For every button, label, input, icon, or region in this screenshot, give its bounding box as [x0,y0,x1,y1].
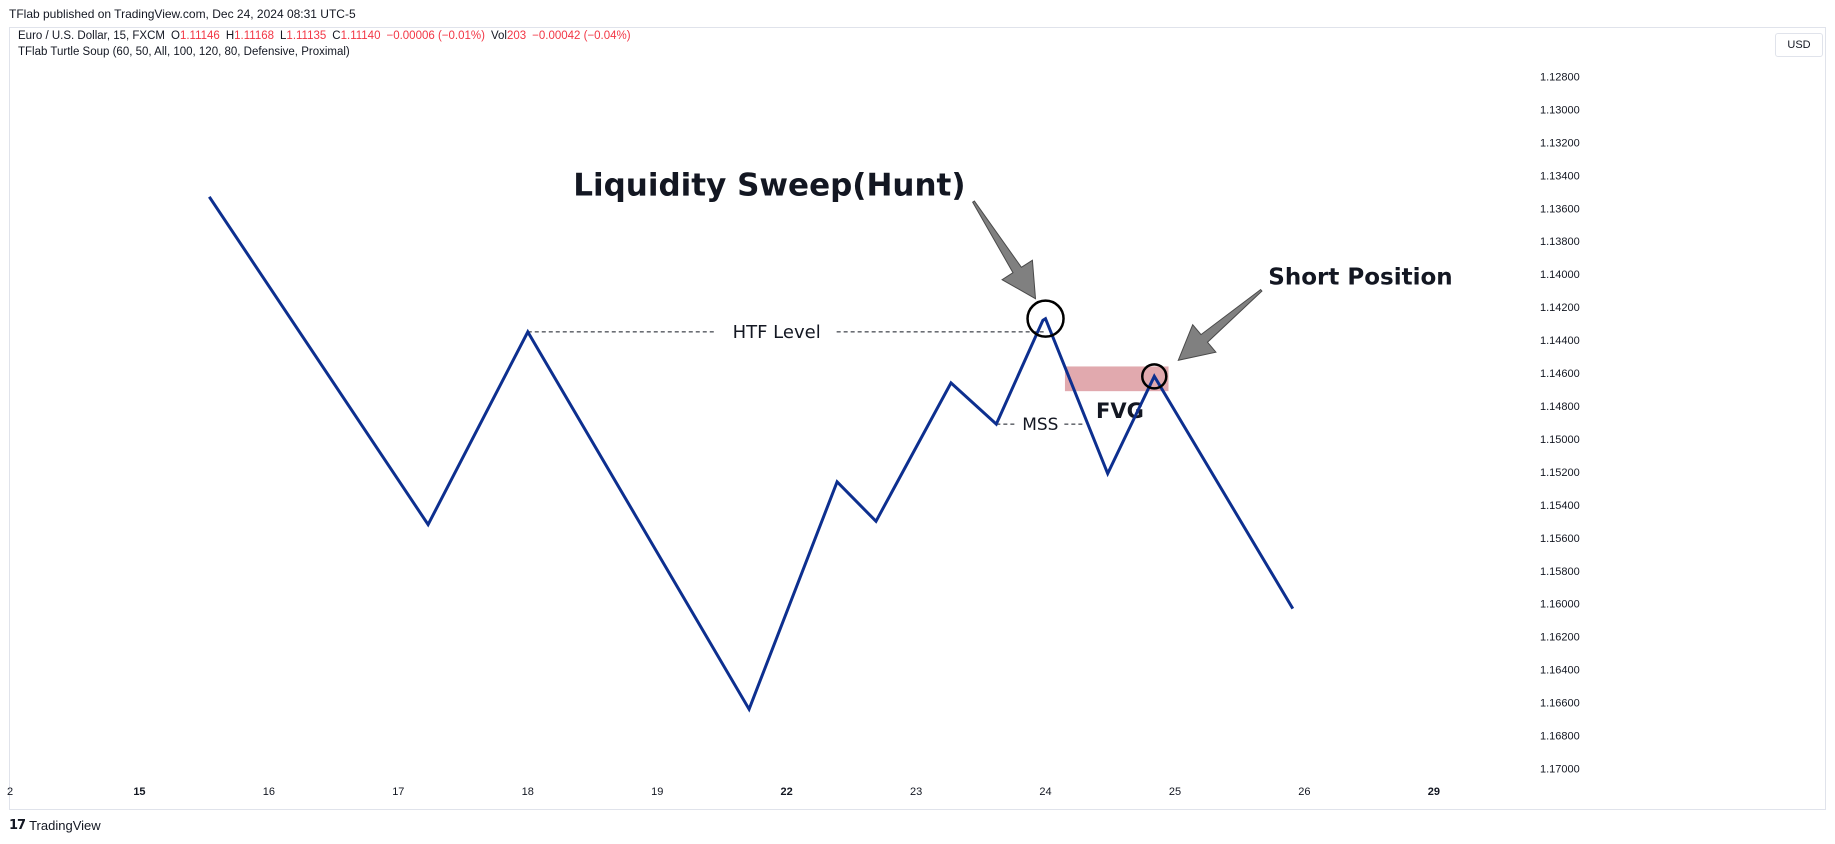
x-tick-label: 2 [7,786,13,798]
y-tick-label: 1.17000 [1540,763,1580,775]
price-series [208,195,1295,713]
currency-button[interactable]: USD [1775,33,1823,57]
y-tick-label: 1.15600 [1540,533,1580,545]
price-line-series [208,195,1295,713]
volume-change: −0.00042 (−0.04%) [532,30,631,42]
price-change: −0.00006 (−0.01%) [386,30,485,42]
y-tick-label: 1.15000 [1540,434,1580,446]
time-axis[interactable]: 2 15 16 17 18 19 22 23 24 25 26 29 [7,786,1440,798]
fvg-label: FVG [1096,399,1144,423]
x-tick-label: 29 [1428,786,1440,798]
low-label: L [280,30,287,42]
symbol-name[interactable]: Euro / U.S. Dollar, 15, FXCM [18,30,165,42]
volume-label: Vol [490,30,507,42]
y-tick-label: 1.13400 [1540,170,1580,182]
htf-level-label: HTF Level [733,322,821,343]
y-tick-label: 1.14800 [1540,401,1580,413]
tradingview-logo-icon: 17 [9,818,26,833]
published-by-text: TFlab published on TradingView.com, Dec … [9,7,356,21]
x-tick-label: 16 [263,786,275,798]
y-tick-label: 1.16200 [1540,632,1580,644]
short-position-label: Short Position [1268,264,1452,290]
high-label: H [225,30,235,42]
y-tick-label: 1.12800 [1540,71,1580,83]
price-axis[interactable]: 1.12800 1.13000 1.13200 1.13400 1.13600 1.138… [1540,71,1580,775]
volume-value: 203 [506,30,527,42]
annotation-arrows [972,200,1263,361]
low-value: 1.11135 [286,30,327,42]
y-tick-label: 1.15800 [1540,566,1580,578]
x-tick-label: 24 [1039,786,1051,798]
open-label: O [171,30,180,42]
y-tick-label: 1.14600 [1540,368,1580,380]
tradingview-brand-text: TradingView [29,818,101,833]
y-tick-label: 1.13800 [1540,236,1580,248]
close-value: 1.11140 [340,30,381,42]
y-tick-label: 1.14000 [1540,269,1580,281]
y-tick-label: 1.14200 [1540,302,1580,314]
x-tick-label: 26 [1298,786,1310,798]
y-tick-label: 1.15200 [1540,467,1580,479]
y-tick-label: 1.16000 [1540,599,1580,611]
symbol-legend: Euro / U.S. Dollar, 15, FXCM O1.11146 H1.1… [18,30,637,42]
level-lines: HTF Level MSS [527,322,1085,435]
tradingview-footer[interactable]: 17 TradingView [9,818,101,833]
y-tick-label: 1.13600 [1540,203,1580,215]
x-tick-label: 19 [651,786,663,798]
y-tick-label: 1.16400 [1540,665,1580,677]
chart-frame [9,27,1826,810]
indicator-name[interactable]: TFlab Turtle Soup (60, 50, All, 100, 120… [18,46,350,58]
close-label: C [332,30,341,42]
x-tick-label: 23 [910,786,922,798]
y-tick-label: 1.13000 [1540,104,1580,116]
x-tick-label: 22 [781,786,793,798]
sweep-circle [1026,299,1065,338]
short-entry-circle [1141,363,1168,390]
annotation-labels: Liquidity Sweep(Hunt) Short Position [573,168,1452,291]
liquidity-sweep-arrow [972,200,1037,300]
y-tick-label: 1.14400 [1540,335,1580,347]
x-tick-label: 25 [1169,786,1181,798]
open-value: 1.11146 [179,30,220,42]
x-tick-label: 17 [392,786,404,798]
mss-label: MSS [1022,415,1058,435]
x-tick-label: 15 [133,786,145,798]
y-tick-label: 1.16800 [1540,731,1580,743]
indicator-legend[interactable]: TFlab Turtle Soup (60, 50, All, 100, 120… [18,46,356,58]
fvg-zone-group: FVG [1064,366,1169,423]
high-value: 1.11168 [234,30,275,42]
x-tick-label: 18 [522,786,534,798]
liquidity-sweep-label: Liquidity Sweep(Hunt) [573,168,965,204]
y-tick-label: 1.13200 [1540,137,1580,149]
highlight-circles [1026,299,1168,390]
y-tick-label: 1.15400 [1540,500,1580,512]
y-tick-label: 1.16600 [1540,698,1580,710]
short-position-arrow [1177,288,1263,361]
